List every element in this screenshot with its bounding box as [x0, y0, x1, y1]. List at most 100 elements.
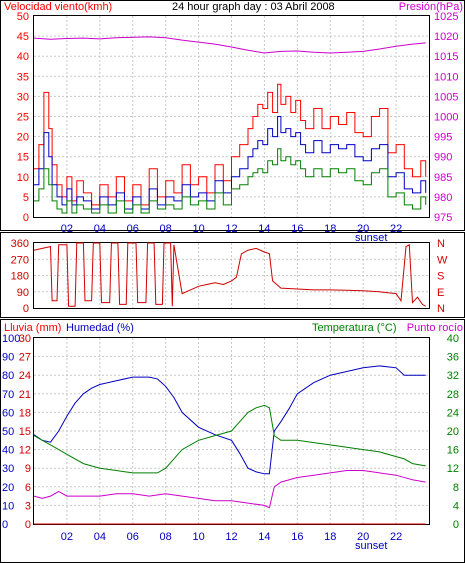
- humidity-tick-label: 50: [2, 426, 14, 438]
- temp-tick-label: 20: [447, 426, 459, 438]
- compass-label: E: [437, 287, 444, 299]
- x-tick-label: 16: [291, 531, 303, 543]
- rain-tick-label: 30: [19, 333, 31, 345]
- x-tick-label: 06: [127, 531, 139, 543]
- wind-direction-line: [33, 242, 426, 307]
- x-tick-label: 20: [357, 223, 369, 235]
- wind-tick-label: 40: [17, 51, 29, 63]
- temp-tick-label: 40: [447, 333, 459, 345]
- humidity-tick-label: 20: [2, 482, 14, 494]
- compass-label: W: [437, 254, 448, 266]
- x-tick-label: 16: [291, 223, 303, 235]
- temp-tick-label: 24: [447, 407, 459, 419]
- series-lines: [33, 36, 427, 525]
- direction-tick-label: 270: [11, 254, 29, 266]
- rain-tick-label: 12: [19, 445, 31, 457]
- humidity-tick-label: 90: [2, 352, 14, 364]
- temp-tick-label: 0: [453, 519, 459, 531]
- direction-tick-label: 0: [23, 303, 29, 315]
- rain-tick-label: 6: [25, 482, 31, 494]
- chart-title: 24 hour graph day : 03 Abril 2008: [172, 1, 335, 13]
- tick-labels: 0510152025303540455097598098599099510001…: [2, 11, 459, 543]
- pressure-line: [33, 36, 426, 54]
- temp-tick-label: 8: [453, 482, 459, 494]
- rain-tick-label: 15: [19, 426, 31, 438]
- humidity-tick-label: 0: [2, 519, 8, 531]
- x-tick-label: 22: [390, 223, 402, 235]
- humidity-axis-title: Humedad (%): [66, 322, 134, 334]
- rain-tick-label: 18: [19, 407, 31, 419]
- humidity-tick-label: 30: [2, 463, 14, 475]
- wind-tick-label: 5: [23, 192, 29, 204]
- rain-tick-label: 9: [25, 463, 31, 475]
- x-tick-label: 18: [324, 223, 336, 235]
- x-tick-label: 02: [61, 223, 73, 235]
- wind-tick-label: 25: [17, 112, 29, 124]
- humidity-tick-label: 60: [2, 407, 14, 419]
- pressure-tick-label: 985: [434, 172, 452, 184]
- wind-tick-label: 30: [17, 91, 29, 103]
- wind-avg-line: [34, 116, 427, 210]
- x-tick-label: 06: [127, 223, 139, 235]
- pressure-tick-label: 1005: [434, 91, 458, 103]
- direction-tick-label: 180: [11, 271, 29, 283]
- temp-tick-label: 36: [447, 352, 459, 364]
- x-tick-label: 10: [192, 531, 204, 543]
- x-tick-label: 02: [61, 531, 73, 543]
- pressure-tick-label: 980: [434, 192, 452, 204]
- temp-tick-label: 28: [447, 389, 459, 401]
- humidity-tick-label: 100: [2, 333, 20, 345]
- x-tick-label: 08: [160, 531, 172, 543]
- humidity-tick-label: 80: [2, 370, 14, 382]
- wind-tick-label: 35: [17, 71, 29, 83]
- rain-tick-label: 27: [19, 352, 31, 364]
- wind-tick-label: 20: [17, 132, 29, 144]
- x-tick-label: 12: [225, 531, 237, 543]
- wind-min-line: [34, 148, 427, 214]
- wind-tick-label: 45: [17, 31, 29, 43]
- pressure-tick-label: 975: [434, 212, 452, 224]
- temp-tick-label: 16: [447, 445, 459, 457]
- x-tick-label: 18: [324, 531, 336, 543]
- temp-tick-label: 12: [447, 463, 459, 475]
- compass-label: N: [437, 303, 445, 315]
- rain-tick-label: 24: [19, 370, 31, 382]
- pressure-axis-title: Presión(hPa): [399, 1, 463, 13]
- temperature-line: [33, 404, 426, 474]
- humidity-tick-label: 40: [2, 445, 14, 457]
- pressure-tick-label: 1025: [434, 11, 458, 23]
- compass-label: S: [437, 271, 444, 283]
- x-tick-label: 14: [258, 531, 270, 543]
- x-tick-label: 08: [160, 223, 172, 235]
- sunset-label-1: sunset: [355, 232, 387, 244]
- rain-tick-label: 0: [25, 519, 31, 531]
- wind-tick-label: 50: [17, 11, 29, 23]
- pressure-tick-label: 1015: [434, 51, 458, 63]
- dewpoint-line: [33, 470, 426, 509]
- humidity-line: [33, 365, 426, 475]
- wind-axis-title: Velocidad viento(kmh): [4, 1, 112, 13]
- x-tick-label: 14: [258, 223, 270, 235]
- pressure-tick-label: 1020: [434, 31, 458, 43]
- rain-axis-title: Lluvia (mm): [4, 322, 61, 334]
- x-tick-label: 20: [357, 531, 369, 543]
- wind-tick-label: 10: [17, 172, 29, 184]
- x-tick-label: 04: [94, 223, 106, 235]
- wind-gust-line: [34, 83, 427, 206]
- x-tick-label: 12: [225, 223, 237, 235]
- temp-axis-title: Temperatura (°C): [312, 322, 396, 334]
- x-tick-label: 22: [390, 531, 402, 543]
- wind-tick-label: 15: [17, 152, 29, 164]
- temp-tick-label: 4: [453, 500, 459, 512]
- direction-tick-label: 360: [11, 238, 29, 250]
- sunset-label-3: sunset: [355, 540, 387, 552]
- temp-tick-label: 32: [447, 370, 459, 382]
- direction-tick-label: 90: [17, 287, 29, 299]
- pressure-tick-label: 1000: [434, 112, 458, 124]
- dewpoint-axis-title: Punto rocío: [407, 322, 463, 334]
- pressure-tick-label: 990: [434, 152, 452, 164]
- x-tick-label: 10: [192, 223, 204, 235]
- wind-tick-label: 0: [23, 212, 29, 224]
- humidity-tick-label: 10: [2, 500, 14, 512]
